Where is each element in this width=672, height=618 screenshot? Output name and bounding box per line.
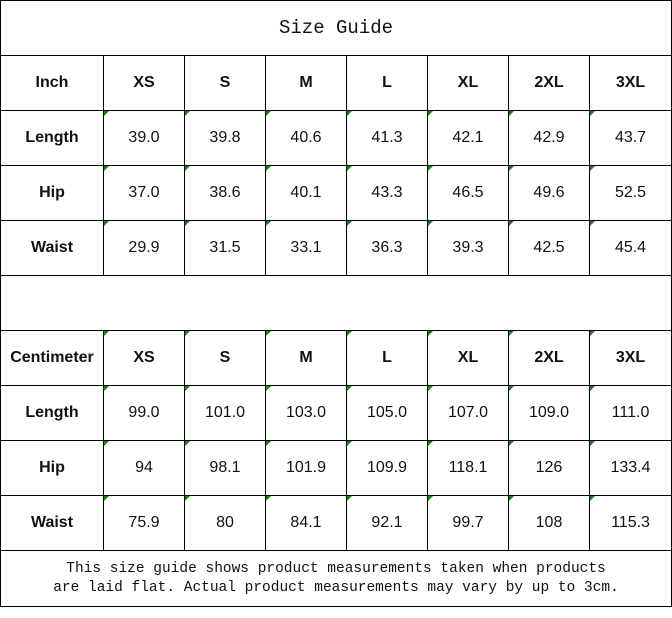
inch-header-row: Inch XS S M L XL 2XL 3XL	[0, 55, 672, 111]
title-row: Size Guide	[0, 0, 672, 56]
table-row: Length 99.0 101.0 103.0 105.0 107.0 109.0 111.0	[0, 385, 672, 441]
size-header-s: S	[184, 55, 266, 111]
measurement-value: 126	[508, 440, 590, 496]
measurement-value: 133.4	[588, 440, 672, 496]
measurement-label: Waist	[0, 220, 104, 276]
measurement-value: 107.0	[427, 385, 509, 441]
measurement-value: 105.0	[346, 385, 428, 441]
measurement-label: Length	[0, 110, 104, 166]
measurement-value: 43.3	[346, 165, 428, 221]
size-header-m: M	[265, 55, 347, 111]
measurement-value: 38.6	[184, 165, 266, 221]
measurement-value: 39.8	[184, 110, 266, 166]
table-row: Length 39.0 39.8 40.6 41.3 42.1 42.9 43.7	[0, 110, 672, 166]
size-header-2xl: 2XL	[508, 330, 590, 386]
note-row: This size guide shows product measuremen…	[0, 550, 672, 607]
size-header-xs: XS	[103, 55, 185, 111]
measurement-value: 118.1	[427, 440, 509, 496]
size-header-m: M	[265, 330, 347, 386]
size-header-xl: XL	[427, 55, 509, 111]
measurement-value: 33.1	[265, 220, 347, 276]
measurement-value: 109.9	[346, 440, 428, 496]
measurement-value: 52.5	[588, 165, 672, 221]
measurement-value: 84.1	[265, 495, 347, 551]
note-line: This size guide shows product measuremen…	[66, 560, 606, 577]
measurement-value: 101.9	[265, 440, 347, 496]
measurement-value: 49.6	[508, 165, 590, 221]
measurement-label: Hip	[0, 165, 104, 221]
measurement-label: Hip	[0, 440, 104, 496]
size-header-3xl: 3XL	[588, 330, 672, 386]
measurement-value: 41.3	[346, 110, 428, 166]
table-row: Waist 29.9 31.5 33.1 36.3 39.3 42.5 45.4	[0, 220, 672, 276]
measurement-value: 29.9	[103, 220, 185, 276]
centimeter-header-row: Centimeter XS S M L XL 2XL 3XL	[0, 330, 672, 386]
measurement-value: 109.0	[508, 385, 590, 441]
table-row: Hip 94 98.1 101.9 109.9 118.1 126 133.4	[0, 440, 672, 496]
note-cell: This size guide shows product measuremen…	[0, 550, 672, 607]
measurement-value: 115.3	[588, 495, 672, 551]
measurement-value: 103.0	[265, 385, 347, 441]
table-row: Waist 75.9 80 84.1 92.1 99.7 108 115.3	[0, 495, 672, 551]
measurement-value: 42.9	[508, 110, 590, 166]
table-row: Hip 37.0 38.6 40.1 43.3 46.5 49.6 52.5	[0, 165, 672, 221]
measurement-value: 46.5	[427, 165, 509, 221]
measurement-value: 92.1	[346, 495, 428, 551]
measurement-value: 42.1	[427, 110, 509, 166]
blank-cell	[0, 275, 672, 331]
size-header-3xl: 3XL	[588, 55, 672, 111]
size-header-l: L	[346, 330, 428, 386]
size-header-xl: XL	[427, 330, 509, 386]
unit-label: Centimeter	[0, 330, 104, 386]
table-title: Size Guide	[0, 0, 672, 56]
note-line: are laid flat. Actual product measuremen…	[53, 579, 619, 596]
measurement-label: Length	[0, 385, 104, 441]
measurement-value: 98.1	[184, 440, 266, 496]
size-header-l: L	[346, 55, 428, 111]
measurement-value: 101.0	[184, 385, 266, 441]
measurement-value: 45.4	[588, 220, 672, 276]
measurement-value: 42.5	[508, 220, 590, 276]
measurement-label: Waist	[0, 495, 104, 551]
measurement-value: 108	[508, 495, 590, 551]
measurement-value: 94	[103, 440, 185, 496]
measurement-value: 75.9	[103, 495, 185, 551]
size-header-s: S	[184, 330, 266, 386]
measurement-value: 99.0	[103, 385, 185, 441]
measurement-value: 40.1	[265, 165, 347, 221]
measurement-value: 39.0	[103, 110, 185, 166]
measurement-value: 40.6	[265, 110, 347, 166]
measurement-value: 111.0	[588, 385, 672, 441]
measurement-value: 99.7	[427, 495, 509, 551]
measurement-value: 37.0	[103, 165, 185, 221]
measurement-value: 39.3	[427, 220, 509, 276]
size-header-2xl: 2XL	[508, 55, 590, 111]
unit-label: Inch	[0, 55, 104, 111]
measurement-value: 31.5	[184, 220, 266, 276]
spacer-row	[0, 275, 672, 331]
size-header-xs: XS	[103, 330, 185, 386]
measurement-value: 36.3	[346, 220, 428, 276]
measurement-value: 80	[184, 495, 266, 551]
measurement-value: 43.7	[588, 110, 672, 166]
